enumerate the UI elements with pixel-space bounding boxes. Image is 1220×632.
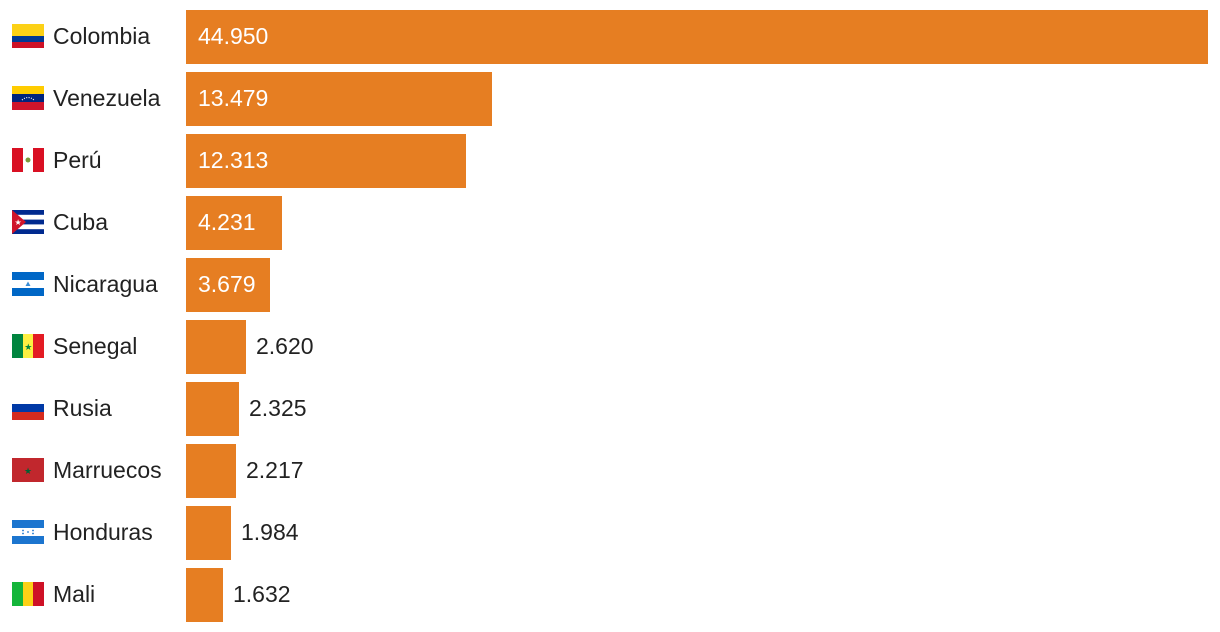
cuba-flag-icon: ★ (12, 210, 44, 234)
value-label: 4.231 (198, 209, 256, 235)
category-label: Perú (53, 147, 102, 173)
bar (186, 196, 282, 250)
category-label: Colombia (53, 23, 151, 49)
category-label: Senegal (53, 333, 138, 359)
value-label: 13.479 (198, 85, 269, 111)
svg-text:★: ★ (15, 218, 22, 227)
honduras-flag-icon (12, 520, 44, 544)
value-label: 1.632 (233, 581, 291, 607)
bar (186, 568, 223, 622)
colombia-flag-icon (12, 24, 44, 48)
venezuela-flag-icon (12, 86, 44, 110)
senegal-flag-icon: ★ (12, 334, 44, 358)
mali-flag-icon (12, 582, 44, 606)
russia-flag-icon (12, 396, 44, 420)
value-label: 12.313 (198, 147, 269, 173)
bar-row: Rusia 2.325 (0, 382, 1220, 436)
value-label: 44.950 (198, 23, 269, 49)
category-label: Venezuela (53, 85, 161, 111)
bar-row: Venezuela 13.479 (0, 72, 1220, 126)
svg-text:★: ★ (24, 467, 32, 477)
bar-row: ★ Cuba 4.231 (0, 196, 1220, 250)
peru-flag-icon (12, 148, 44, 172)
bar (186, 320, 246, 374)
category-label: Mali (53, 581, 96, 607)
morocco-flag-icon: ★ (12, 458, 44, 482)
value-label: 2.217 (246, 457, 304, 483)
bar-row: Perú 12.313 (0, 134, 1220, 188)
bar (186, 72, 492, 126)
category-label: Rusia (53, 395, 112, 421)
bar-row: ★ Marruecos 2.217 (0, 444, 1220, 498)
bar (186, 134, 466, 188)
bar-row: Colombia 44.950 (0, 10, 1220, 64)
bar-row: ★ Senegal 2.620 (0, 320, 1220, 374)
category-label: Cuba (53, 209, 108, 235)
category-label: Marruecos (53, 457, 162, 483)
category-label: Honduras (53, 519, 153, 545)
bar (186, 506, 231, 560)
bar-row: Nicaragua 3.679 (0, 258, 1220, 312)
bar (186, 258, 270, 312)
bar-row: Honduras 1.984 (0, 506, 1220, 560)
bar (186, 444, 236, 498)
svg-text:★: ★ (24, 343, 32, 353)
value-label: 2.620 (256, 333, 314, 359)
bar (186, 10, 1208, 64)
category-label: Nicaragua (53, 271, 158, 297)
bar-row: Mali 1.632 (0, 568, 1220, 622)
value-label: 2.325 (249, 395, 307, 421)
value-label: 1.984 (241, 519, 299, 545)
nicaragua-flag-icon (12, 272, 44, 296)
value-label: 3.679 (198, 271, 256, 297)
bar (186, 382, 239, 436)
